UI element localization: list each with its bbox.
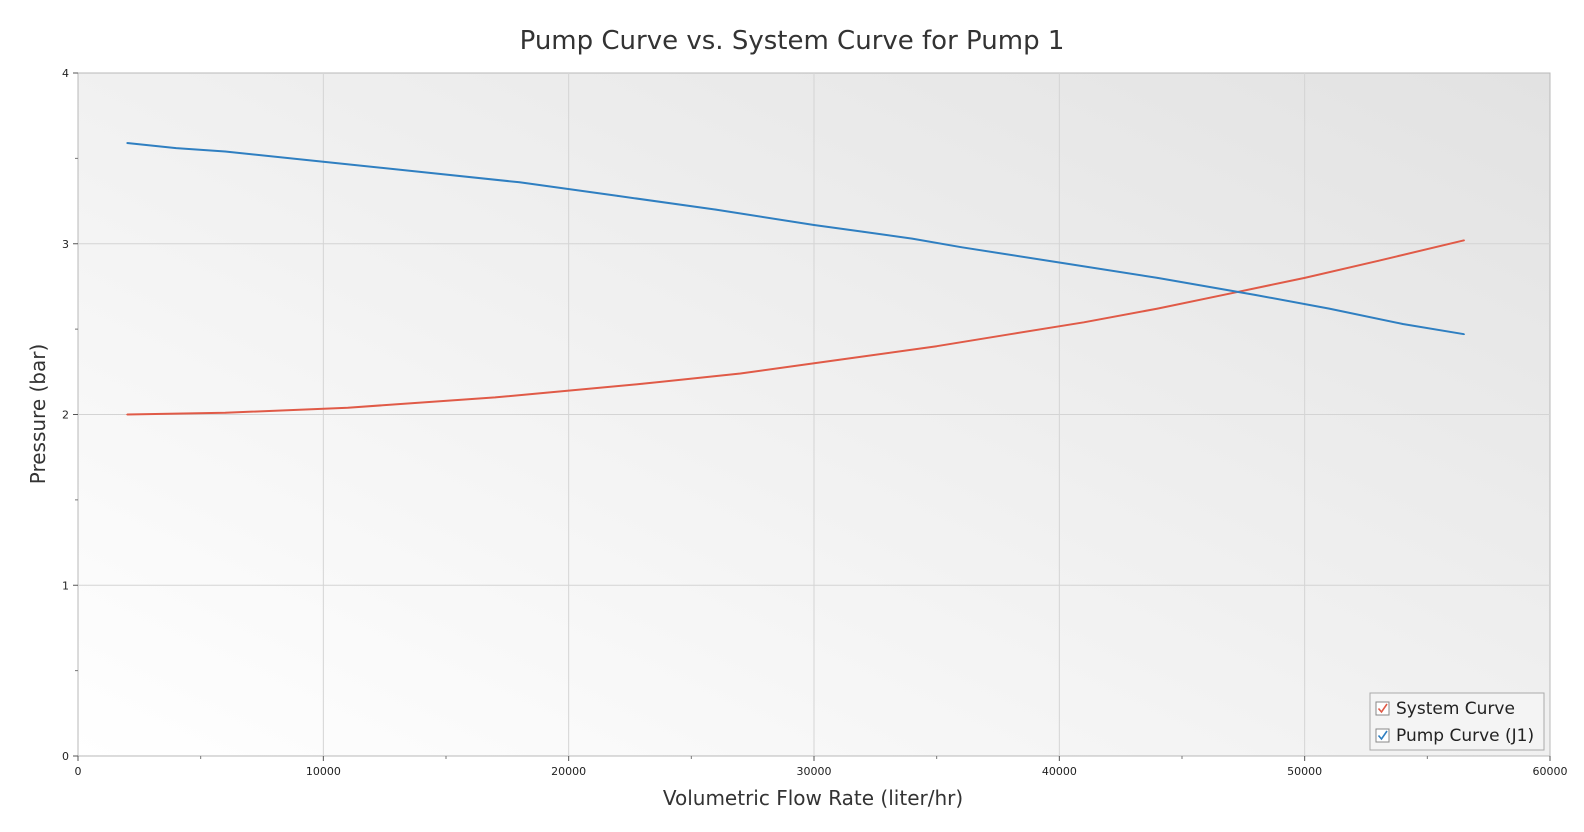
y-tick-label: 4	[62, 67, 69, 80]
data-point-system-curve	[347, 406, 349, 409]
data-point-pump-curve-j1	[862, 230, 864, 233]
data-point-system-curve	[935, 345, 938, 348]
x-axis-label: Volumetric Flow Rate (liter/hr)	[663, 786, 963, 810]
data-point-pump-curve-j1	[126, 142, 128, 144]
data-point-pump-curve-j1	[1463, 333, 1465, 336]
data-point-system-curve	[126, 413, 128, 416]
legend-label-system-curve: System Curve	[1396, 699, 1515, 719]
x-tick-label: 30000	[797, 765, 832, 778]
data-point-pump-curve-j1	[518, 181, 521, 184]
data-point-system-curve	[1009, 333, 1012, 336]
y-tick-label: 2	[62, 409, 69, 422]
y-tick-label: 0	[62, 750, 69, 763]
data-point-pump-curve-j1	[616, 195, 619, 197]
x-tick-label: 60000	[1533, 765, 1568, 778]
x-tick-label: 10000	[306, 765, 341, 778]
y-tick-label: 3	[62, 238, 69, 251]
data-point-system-curve	[739, 372, 742, 375]
x-tick-label: 0	[75, 765, 82, 778]
legend-label-pump-curve: Pump Curve (J1)	[1396, 726, 1534, 746]
legend-box	[1369, 692, 1545, 751]
legend-item-system-curve[interactable]: System Curve	[1375, 699, 1515, 719]
y-tick-label: 1	[62, 579, 69, 592]
x-tick-label: 20000	[551, 765, 586, 778]
data-point-system-curve	[224, 411, 226, 414]
check-icon	[1377, 703, 1388, 714]
data-point-system-curve	[1156, 307, 1159, 310]
series-line-pump-curve-j1[interactable]	[126, 142, 1465, 336]
data-point-pump-curve-j1	[813, 224, 815, 226]
data-point-pump-curve-j1	[715, 208, 717, 211]
x-tick-label: 50000	[1287, 765, 1322, 778]
data-point-system-curve	[837, 359, 840, 361]
grid	[78, 73, 1550, 756]
legend-checkbox-system-curve[interactable]	[1375, 701, 1390, 716]
data-point-pump-curve-j1	[224, 150, 226, 153]
data-point-system-curve	[494, 396, 496, 399]
data-point-system-curve	[1303, 277, 1306, 279]
x-tick-label: 40000	[1042, 765, 1077, 778]
data-point-pump-curve-j1	[322, 160, 325, 163]
y-axis-label: Pressure (bar)	[26, 344, 50, 485]
data-point-pump-curve-j1	[1402, 323, 1404, 325]
data-point-pump-curve-j1	[1254, 294, 1257, 296]
data-point-system-curve	[1230, 292, 1232, 295]
legend-item-pump-curve[interactable]: Pump Curve (J1)	[1375, 726, 1534, 746]
data-point-pump-curve-j1	[1156, 277, 1159, 279]
axis-ticks: 0 10000 20000 30000 40000 50000 60000 0 1 2 3 4	[62, 67, 1568, 778]
data-point-system-curve	[1463, 239, 1465, 242]
data-point-pump-curve-j1	[911, 237, 913, 240]
legend[interactable]: System Curve Pump Curve (J1)	[1369, 692, 1545, 751]
chart-title: Pump Curve vs. System Curve for Pump 1	[520, 26, 1065, 56]
data-point-system-curve	[1377, 260, 1380, 262]
data-point-system-curve	[1083, 321, 1085, 324]
data-point-pump-curve-j1	[960, 246, 962, 248]
data-point-pump-curve-j1	[420, 171, 423, 173]
series-layer	[126, 142, 1465, 416]
series-line-system-curve[interactable]	[127, 239, 1465, 416]
data-point-system-curve	[641, 382, 644, 385]
data-point-system-curve	[567, 389, 570, 392]
data-point-pump-curve-j1	[1328, 307, 1330, 310]
legend-checkbox-pump-curve[interactable]	[1375, 728, 1390, 743]
data-point-pump-curve-j1	[175, 147, 177, 149]
data-point-pump-curve-j1	[1058, 261, 1061, 264]
check-icon	[1377, 730, 1388, 741]
